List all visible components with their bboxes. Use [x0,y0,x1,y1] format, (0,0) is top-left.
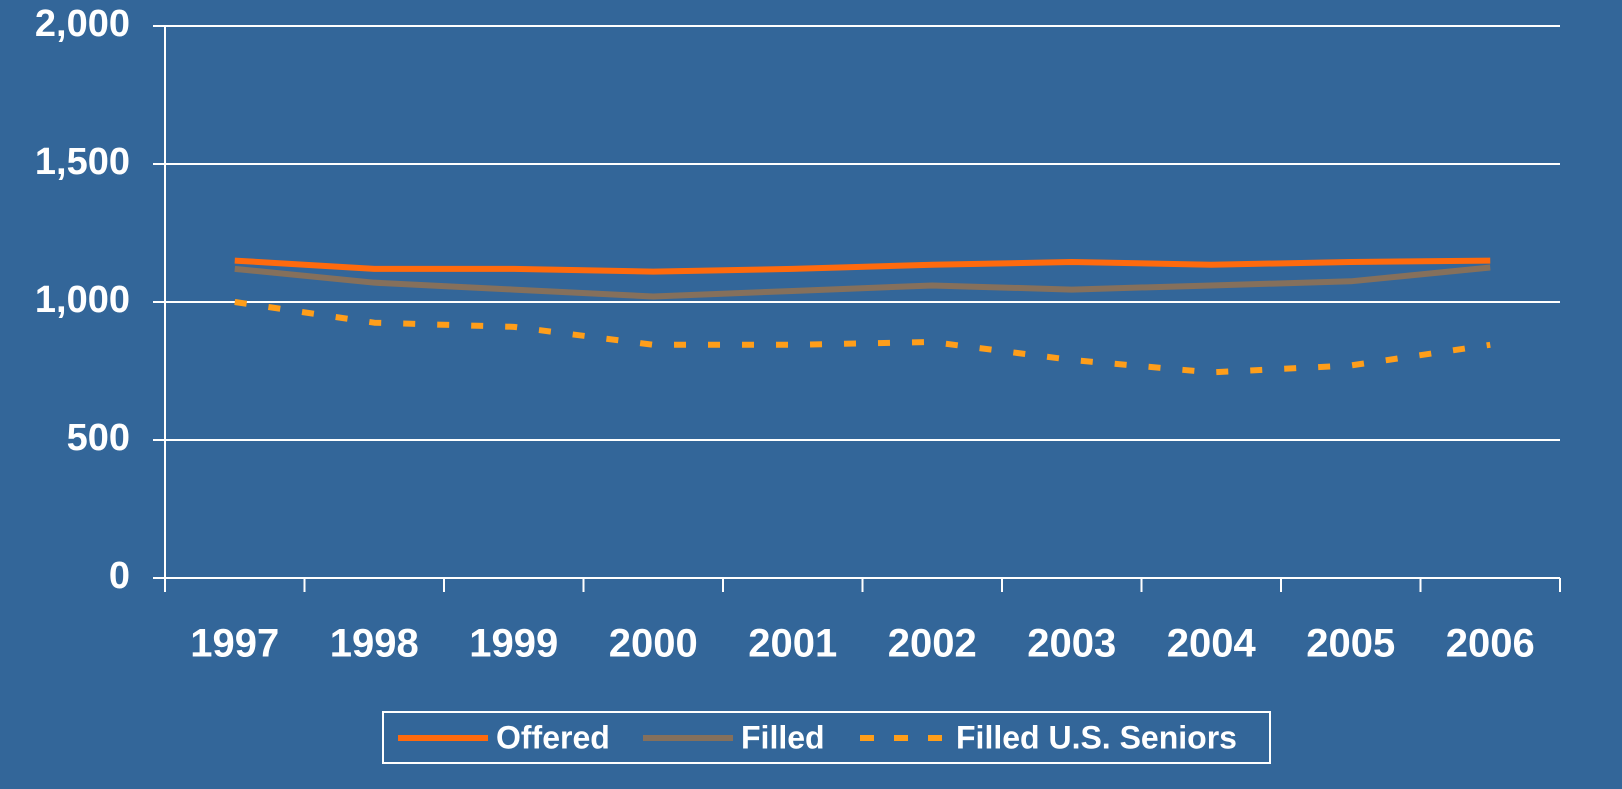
x-tick-label: 1999 [469,622,558,666]
x-tick-label: 2001 [748,622,837,666]
legend-label: Offered [496,719,610,755]
x-tick-label: 2002 [888,622,977,666]
legend-label: Filled [741,719,825,755]
y-tick-label: 0 [109,555,130,597]
legend-box [382,711,1271,764]
line-series [234,264,1491,300]
x-tick-label: 2000 [609,622,698,666]
y-tick-label: 2,000 [35,3,130,45]
x-tick-label: 1998 [330,622,419,666]
x-tick-label: 2005 [1306,622,1395,666]
x-tick-label: 2004 [1167,622,1257,666]
line-series [234,299,1491,376]
y-tick-label: 1,500 [35,141,130,183]
line-series [234,257,1491,275]
x-tick-label: 2006 [1446,622,1535,666]
y-tick-label: 500 [67,417,130,459]
x-tick-label: 2003 [1027,622,1116,666]
legend-label: Filled U.S. Seniors [956,719,1237,755]
y-tick-label: 1,000 [35,279,130,321]
x-tick-label: 1997 [190,622,279,666]
